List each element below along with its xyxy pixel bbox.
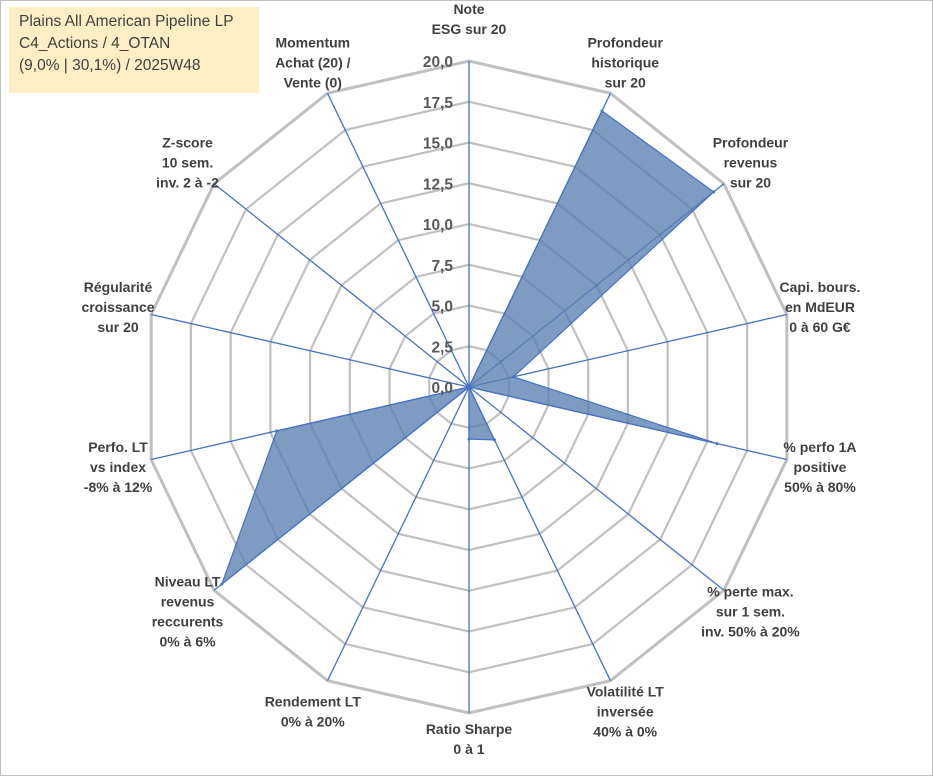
axis-label-line: Régularité — [84, 279, 153, 295]
axis-label-line: inversée — [597, 703, 654, 719]
data-point — [715, 442, 719, 446]
axis-label: Momentum Achat (20) / Vente (0) — [275, 35, 351, 91]
data-point — [467, 437, 471, 441]
axis-spoke — [326, 386, 470, 681]
tick-label: 2,5 — [431, 339, 453, 356]
tick-label: 12,5 — [423, 176, 454, 193]
axis-label-line: vs index — [90, 459, 146, 475]
axis-label-line: Profondeur — [713, 135, 789, 151]
axis-label-line: Momentum — [275, 35, 350, 51]
axis-label-line: inv. 2 à -2 — [156, 175, 219, 191]
tick-label: 20,0 — [423, 54, 453, 71]
axis-label: Z-score 10 sem. inv. 2 à -2 — [156, 135, 219, 191]
axis-label-line: croissance — [81, 299, 154, 315]
axis-label-line: 0 à 1 — [453, 741, 484, 757]
axis-label: Note ESG sur 20 — [432, 1, 507, 37]
axis-label-line: Achat (20) / — [275, 55, 351, 71]
axis-label-line: % perfo 1A — [783, 439, 856, 455]
axis-label-line: sur 1 sem. — [716, 603, 785, 619]
axis-label-line: reccurents — [152, 613, 224, 629]
axis-label-line: 0 à 60 G€ — [789, 319, 851, 335]
axis-label-line: ESG sur 20 — [432, 21, 507, 37]
tick-label: 15,0 — [423, 136, 453, 153]
axis-label: Niveau LT revenus reccurents 0% à 6% — [152, 573, 224, 649]
axis-label-line: historique — [591, 55, 659, 71]
axis-label: Capi. bours. en MdEUR 0 à 60 G€ — [780, 279, 861, 335]
axis-label-line: sur 20 — [97, 319, 138, 335]
axis-label: Profondeur historique sur 20 — [587, 35, 663, 91]
axis-label-line: Rendement LT — [265, 693, 362, 709]
chart-title-line-1: Plains All American Pipeline LP — [19, 13, 234, 30]
axis-label-line: positive — [794, 459, 847, 475]
tick-label: 5,0 — [431, 299, 453, 316]
data-point — [511, 375, 515, 379]
data-point — [712, 190, 716, 194]
series-area — [220, 110, 718, 586]
axis-label: Rendement LT 0% à 20% — [265, 693, 362, 729]
axis-label-line: 50% à 80% — [784, 479, 856, 495]
axis-label-line: Vente (0) — [284, 75, 342, 91]
chart-title-box: Plains All American Pipeline LP C4_Actio… — [9, 7, 259, 93]
axis-label: Profondeur revenus sur 20 — [713, 135, 789, 191]
tick-label: 10,0 — [423, 217, 453, 234]
chart-title-line-3: (9,0% | 30,1%) / 2025W48 — [19, 57, 201, 74]
axis-label-line: Ratio Sharpe — [426, 721, 513, 737]
data-point — [275, 429, 279, 433]
axis-spoke — [468, 313, 787, 388]
axis-label-line: sur 20 — [605, 75, 646, 91]
data-point — [467, 385, 471, 389]
axis-label-line: -8% à 12% — [84, 479, 153, 495]
axis-label-line: Profondeur — [587, 35, 663, 51]
axis-spoke — [326, 93, 470, 388]
axis-label-line: sur 20 — [730, 175, 771, 191]
axis-label-line: 10 sem. — [162, 155, 213, 171]
axis-label-line: Perfo. LT — [88, 439, 148, 455]
axis-label: % perte max. sur 1 sem. inv. 50% à 20% — [701, 583, 800, 639]
axis-label: % perfo 1A positive 50% à 80% — [783, 439, 856, 495]
axis-label: Perfo. LT vs index -8% à 12% — [84, 439, 153, 495]
tick-label: 0,0 — [431, 380, 453, 397]
axis-label-line: Volatilité LT — [587, 683, 665, 699]
axis-label-line: en MdEUR — [785, 299, 855, 315]
axis-spoke — [213, 183, 470, 388]
data-point — [220, 582, 224, 586]
axis-label-line: Z-score — [162, 135, 213, 151]
axis-spoke — [468, 386, 725, 591]
axis-label-line: % perte max. — [707, 583, 793, 599]
axis-label-line: 0% à 20% — [281, 713, 345, 729]
data-point — [492, 438, 496, 442]
data-point — [600, 109, 604, 113]
axis-label-line: 40% à 0% — [593, 723, 657, 739]
axis-label-line: revenus — [724, 155, 778, 171]
axis-label-line: Niveau LT — [155, 573, 221, 589]
axis-label: Volatilité LT inversée 40% à 0% — [587, 683, 665, 739]
axis-label-line: inv. 50% à 20% — [701, 623, 800, 639]
axis-spoke — [151, 313, 470, 388]
axis-label-line: Capi. bours. — [780, 279, 861, 295]
tick-label: 7,5 — [431, 258, 453, 275]
axis-label: Régularité croissance sur 20 — [81, 279, 154, 335]
tick-label: 17,5 — [423, 95, 454, 112]
chart-title-line-2: C4_Actions / 4_OTAN — [19, 35, 171, 52]
axis-label-line: 0% à 6% — [160, 633, 217, 649]
axis-label-line: revenus — [161, 593, 215, 609]
axis-label-line: Note — [453, 1, 484, 17]
axis-label: Ratio Sharpe 0 à 1 — [426, 721, 513, 757]
